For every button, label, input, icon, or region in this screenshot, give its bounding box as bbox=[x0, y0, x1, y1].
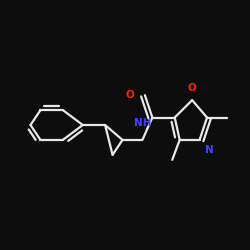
Text: O: O bbox=[188, 83, 196, 93]
Text: N: N bbox=[205, 145, 214, 155]
Text: NH: NH bbox=[134, 118, 151, 128]
Text: O: O bbox=[126, 90, 134, 100]
